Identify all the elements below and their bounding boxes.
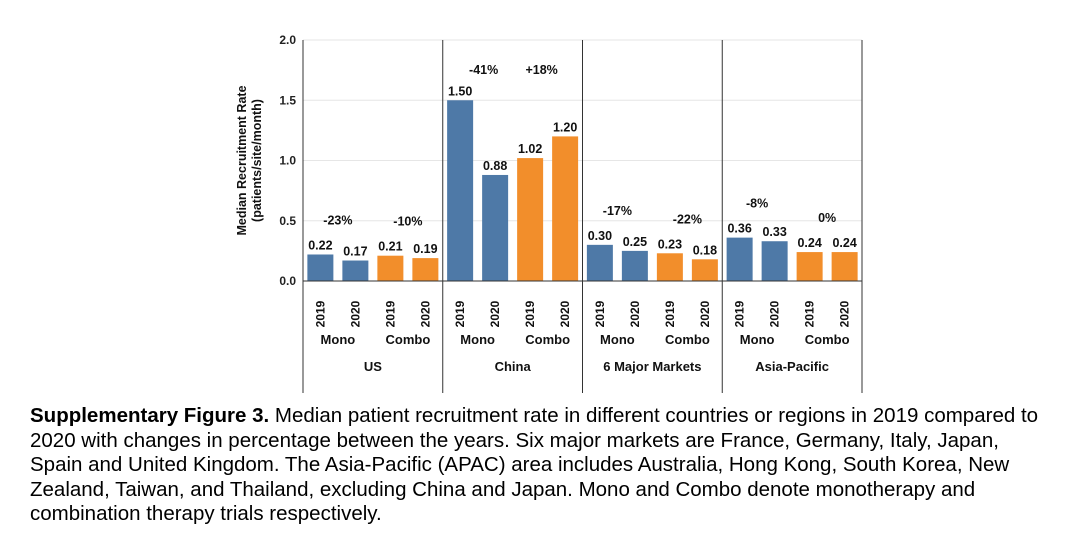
bar-mono: [482, 174, 509, 281]
bar-combo: [691, 259, 718, 281]
subgroup-label: Combo: [385, 332, 430, 347]
data-label: 0.25: [623, 235, 647, 249]
bar-combo: [831, 252, 858, 281]
year-tick-label: 2019: [313, 300, 327, 327]
year-tick-label: 2020: [628, 300, 642, 327]
change-annotation: +18%: [525, 63, 557, 77]
subgroup-label: Combo: [525, 332, 570, 347]
year-tick-label: 2020: [488, 300, 502, 327]
data-label: 0.22: [308, 238, 332, 252]
year-tick-label: 2020: [348, 300, 362, 327]
year-tick-label: 2019: [523, 300, 537, 327]
data-label: 0.23: [658, 237, 682, 251]
bar-mono: [621, 250, 648, 281]
subgroup-label: Mono: [740, 332, 775, 347]
data-label: 1.20: [553, 120, 577, 134]
subgroup-label: Mono: [460, 332, 495, 347]
data-label: 1.50: [448, 84, 472, 98]
data-label: 0.21: [378, 240, 402, 254]
year-tick-label: 2020: [768, 300, 782, 327]
y-axis-units: (patients/site/month): [250, 99, 264, 222]
data-label: 0.24: [832, 236, 856, 250]
change-annotation: 0%: [818, 211, 836, 225]
caption-label: Supplementary Figure 3.: [30, 404, 270, 427]
figure-caption: Supplementary Figure 3. Median patient r…: [30, 404, 1055, 527]
region-label: US: [364, 359, 382, 374]
year-tick-label: 2019: [453, 300, 467, 327]
y-tick-label: 1.0: [279, 154, 296, 168]
data-label: 0.17: [343, 245, 367, 259]
change-annotation: -22%: [673, 212, 702, 226]
chart: 0.0 0.5 1.0 1.5 2.0 Median Recruitment Rate (p…: [235, 33, 863, 393]
year-tick-label: 2020: [558, 300, 572, 327]
bar-mono: [586, 244, 613, 281]
bar-mono: [447, 100, 474, 281]
year-tick-label: 2020: [418, 300, 432, 327]
change-annotation: -10%: [393, 215, 422, 229]
subgroup-label: Mono: [321, 332, 356, 347]
data-label: 0.18: [693, 243, 717, 257]
subgroup-label: Combo: [665, 332, 710, 347]
bar-mono: [307, 254, 334, 281]
year-tick-label: 2019: [733, 300, 747, 327]
year-tick-label: 2019: [663, 300, 677, 327]
change-annotation: -17%: [603, 204, 632, 218]
bar-mono: [342, 260, 369, 281]
change-annotation: -41%: [469, 63, 498, 77]
y-tick-label: 1.5: [279, 93, 296, 107]
region-label: Asia-Pacific: [755, 359, 829, 374]
bar-combo: [656, 253, 683, 281]
bar-combo: [796, 252, 823, 281]
data-label: 0.88: [483, 159, 507, 173]
data-label: 0.24: [797, 236, 821, 250]
year-tick-label: 2020: [698, 300, 712, 327]
year-tick-label: 2020: [838, 300, 852, 327]
region-label: 6 Major Markets: [603, 359, 701, 374]
change-annotation: -8%: [746, 197, 768, 211]
y-axis-title: Median Recruitment Rate: [235, 85, 249, 235]
y-tick-label: 2.0: [279, 33, 296, 47]
year-tick-label: 2019: [593, 300, 607, 327]
bar-combo: [412, 258, 439, 281]
change-annotation: -23%: [323, 213, 352, 227]
year-tick-label: 2019: [803, 300, 817, 327]
region-label: China: [495, 359, 532, 374]
subgroup-label: Mono: [600, 332, 635, 347]
data-label: 1.02: [518, 142, 542, 156]
data-label: 0.30: [588, 229, 612, 243]
caption-text: Median patient recruitment rate in diffe…: [30, 404, 1039, 526]
bar-combo: [552, 136, 579, 281]
bar-mono: [726, 237, 753, 281]
data-label: 0.19: [413, 242, 437, 256]
data-label: 0.33: [762, 225, 786, 239]
y-tick-label: 0.0: [279, 274, 296, 288]
bar-combo: [517, 158, 544, 281]
year-tick-label: 2019: [383, 300, 397, 327]
bar-mono: [761, 241, 788, 281]
y-tick-label: 0.5: [279, 214, 296, 228]
bar-combo: [377, 255, 404, 281]
data-label: 0.36: [727, 222, 751, 236]
subgroup-label: Combo: [805, 332, 850, 347]
